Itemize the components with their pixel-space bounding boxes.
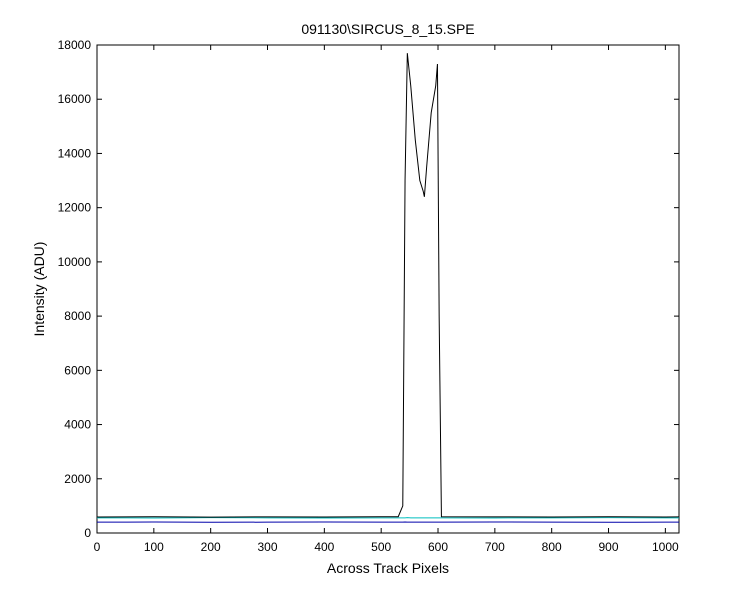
x-tick-label: 200 [201,540,221,554]
y-tick-label: 2000 [64,472,91,486]
x-tick-label: 700 [485,540,505,554]
y-tick-label: 8000 [64,309,91,323]
y-tick-label: 16000 [58,92,92,106]
x-axis-label: Across Track Pixels [327,560,449,576]
y-tick-label: 14000 [58,146,92,160]
x-tick-label: 600 [428,540,448,554]
y-tick-label: 18000 [58,38,92,52]
y-tick-label: 12000 [58,201,92,215]
y-tick-label: 10000 [58,255,92,269]
y-tick-label: 0 [84,526,91,540]
x-tick-label: 300 [257,540,277,554]
x-tick-label: 800 [542,540,562,554]
x-tick-label: 400 [314,540,334,554]
x-tick-label: 500 [371,540,391,554]
plot-frame [97,45,679,533]
x-tick-label: 900 [599,540,619,554]
x-tick-label: 100 [144,540,164,554]
y-axis-label: Intensity (ADU) [31,242,47,337]
x-tick-label: 0 [94,540,101,554]
y-tick-label: 6000 [64,363,91,377]
x-tick-label: 1000 [652,540,679,554]
y-tick-label: 4000 [64,418,91,432]
chart-title: 091130\SIRCUS_8_15.SPE [301,21,474,37]
